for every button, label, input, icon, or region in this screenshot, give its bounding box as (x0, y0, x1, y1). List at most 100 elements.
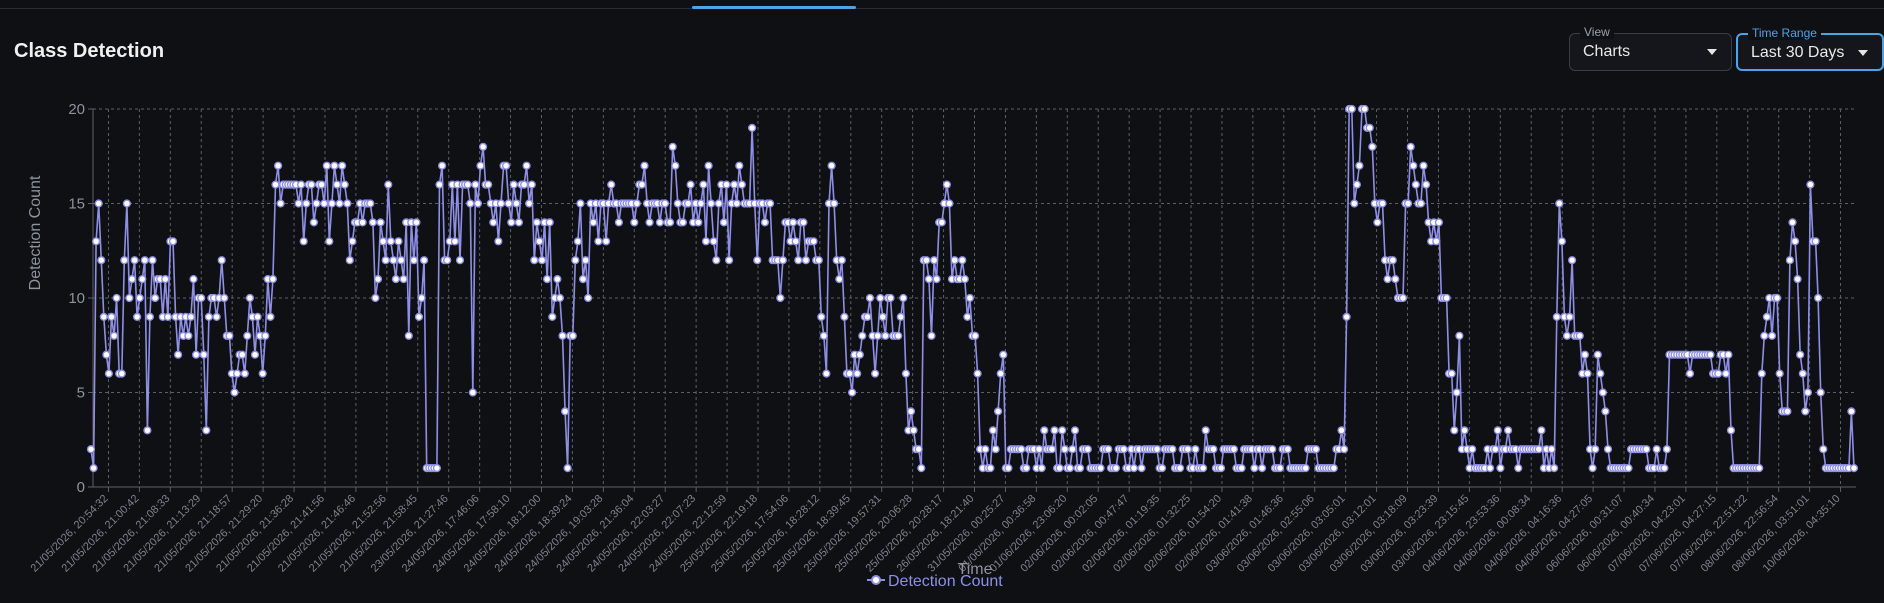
data-point (709, 237, 718, 246)
data-point (1365, 123, 1374, 133)
data-point (960, 275, 969, 284)
data-point (340, 180, 349, 189)
data-point (560, 407, 570, 416)
data-point (1111, 464, 1121, 473)
data-point (1790, 237, 1800, 246)
data-point (494, 237, 503, 246)
data-point (1004, 464, 1013, 473)
data-point (1268, 445, 1277, 454)
data-point (217, 256, 226, 265)
data-point (835, 275, 844, 284)
data-point (484, 180, 493, 189)
data-point (1352, 180, 1362, 189)
data-point (397, 256, 406, 265)
data-point (1593, 350, 1602, 359)
data-point (1209, 445, 1218, 454)
data-point (870, 369, 880, 378)
data-point (1339, 445, 1349, 454)
data-point (1237, 464, 1246, 473)
data-point (1460, 426, 1469, 435)
data-point (1757, 369, 1766, 378)
data-point (417, 293, 426, 303)
data-point (1772, 293, 1782, 303)
data-point (614, 218, 624, 227)
data-point (320, 199, 329, 208)
data-point (607, 180, 616, 189)
data-point (184, 331, 193, 340)
data-point (117, 369, 126, 378)
top-divider (0, 8, 1884, 9)
data-point (466, 199, 475, 208)
data-point (1368, 142, 1377, 151)
view-select[interactable]: View Charts (1569, 25, 1732, 71)
data-point (853, 369, 862, 378)
data-point (906, 407, 916, 416)
data-point (645, 218, 654, 227)
data-point (409, 256, 419, 265)
legend-label: Detection Count (888, 573, 1003, 590)
data-point (302, 199, 311, 208)
data-point (1816, 388, 1825, 397)
data-point (238, 350, 247, 359)
data-point (468, 388, 477, 397)
data-point (1096, 464, 1105, 473)
data-point (1547, 445, 1556, 454)
data-point (876, 293, 885, 303)
data-point (1329, 464, 1338, 473)
data-point (1468, 445, 1477, 454)
data-point (133, 312, 142, 322)
data-point (896, 312, 905, 322)
data-point (809, 237, 818, 246)
data-point (730, 180, 739, 189)
data-point (532, 218, 542, 227)
data-point (776, 293, 785, 303)
data-point (509, 180, 518, 189)
data-point (233, 369, 242, 378)
data-point (814, 256, 823, 265)
time-range-select[interactable]: Time Range Last 30 Days (1736, 26, 1884, 71)
data-point (1311, 445, 1321, 454)
view-select-label: View (1580, 25, 1614, 39)
data-point (1706, 350, 1715, 359)
data-point (1216, 464, 1226, 473)
chevron-down-icon (1858, 50, 1868, 56)
data-point (827, 161, 836, 170)
data-point (558, 331, 567, 340)
data-point (981, 445, 990, 454)
data-point (1198, 464, 1208, 473)
data-point (988, 426, 998, 435)
data-point (225, 331, 234, 340)
data-point (1421, 180, 1431, 189)
data-point (1514, 464, 1523, 473)
data-point (135, 293, 144, 303)
data-point (1847, 407, 1856, 416)
x-axis-label: Time (958, 561, 993, 578)
data-point (671, 161, 680, 170)
data-point (1785, 256, 1795, 265)
data-point (863, 312, 872, 322)
data-point (148, 256, 157, 265)
data-point (1652, 445, 1661, 454)
data-point (168, 237, 178, 246)
data-point (788, 218, 798, 227)
data-point (504, 199, 513, 208)
data-point (901, 369, 911, 378)
data-point (1496, 464, 1505, 473)
data-point (438, 161, 447, 170)
data-point (1662, 445, 1672, 454)
data-point (381, 256, 390, 265)
data-point (345, 256, 354, 265)
chart-series (86, 104, 1859, 473)
chart-legend[interactable]: Detection Count (867, 573, 1003, 590)
data-point (1403, 199, 1413, 208)
y-tick-label: 15 (68, 196, 85, 213)
data-point (1598, 388, 1608, 397)
data-point (817, 312, 826, 322)
data-point (343, 199, 352, 208)
data-point (1806, 180, 1815, 189)
data-point (865, 293, 875, 303)
data-point (1058, 426, 1067, 435)
data-point (514, 218, 524, 227)
data-point (89, 464, 98, 473)
